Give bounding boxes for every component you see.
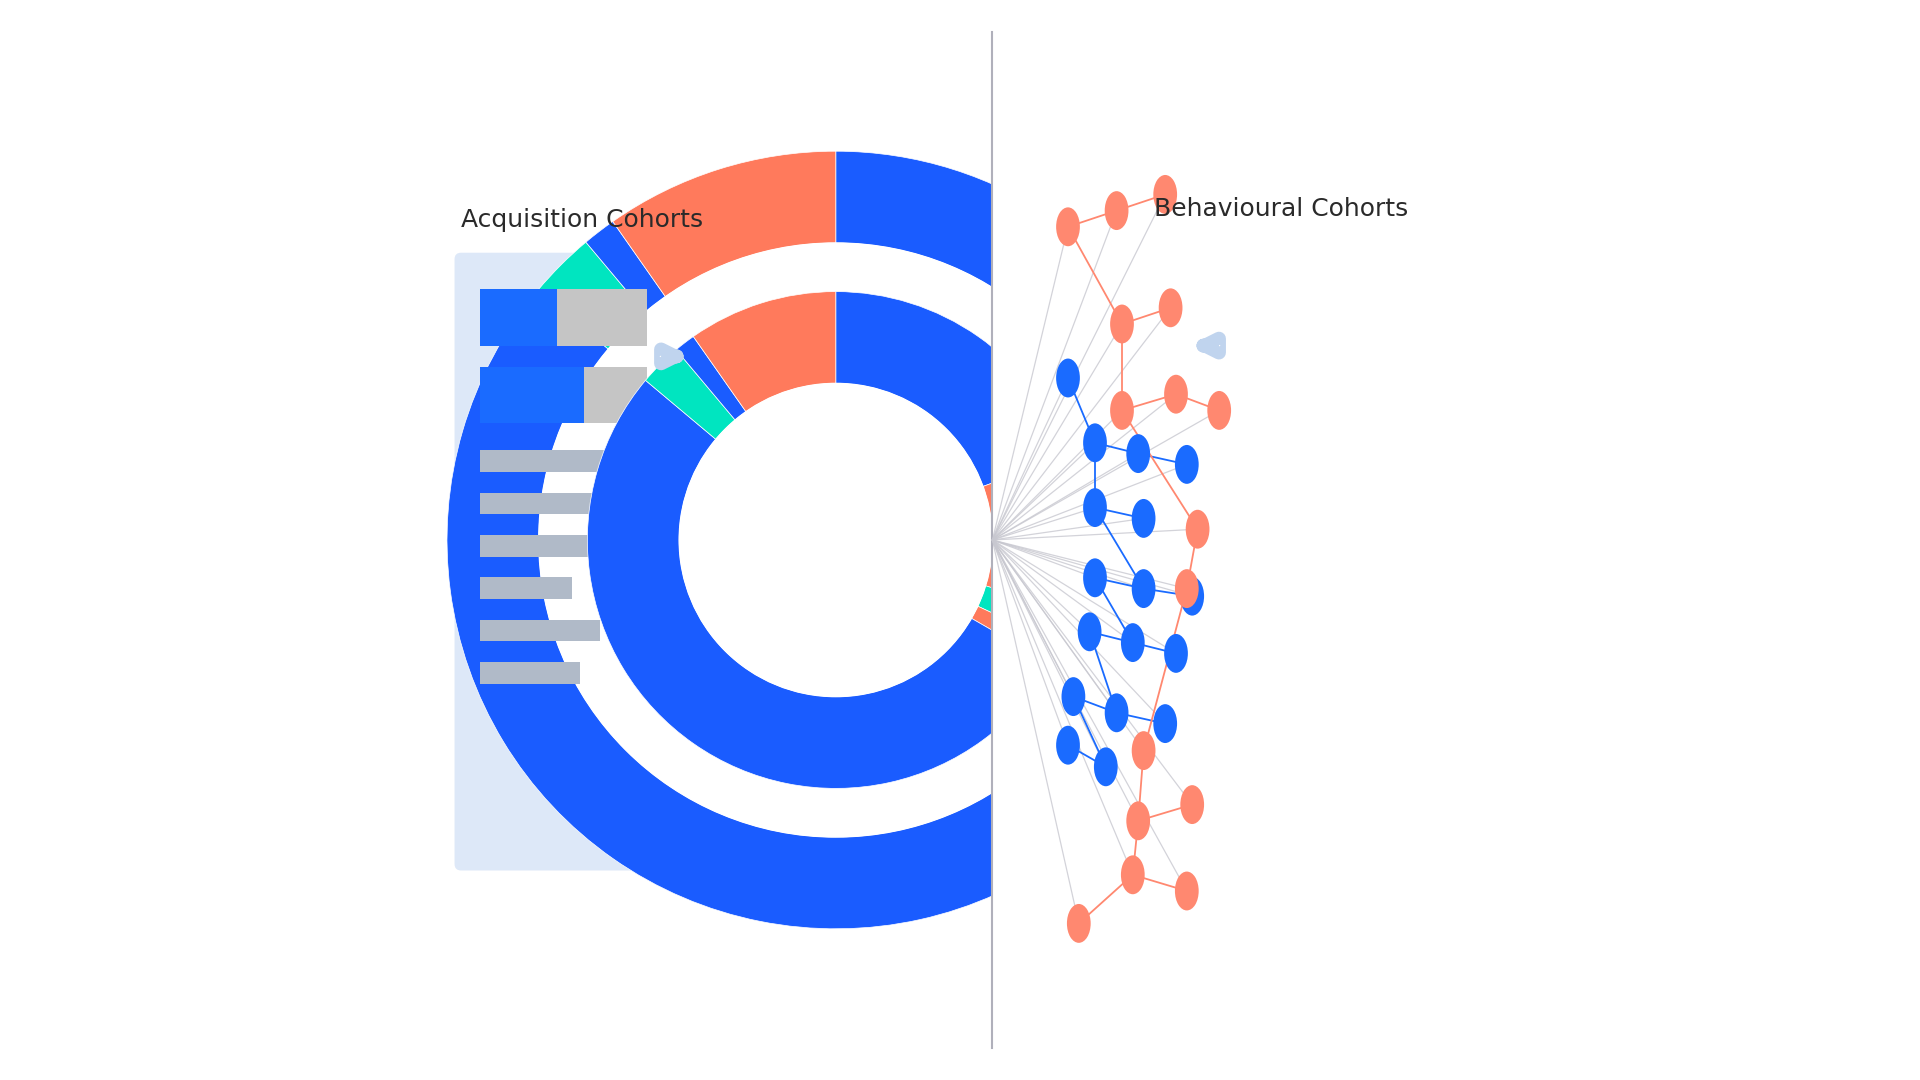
Bar <box>1233 279 1275 335</box>
Ellipse shape <box>1083 558 1106 597</box>
Bar <box>480 535 616 556</box>
Wedge shape <box>645 350 735 440</box>
Ellipse shape <box>1181 785 1204 824</box>
Bar <box>993 0 1500 1080</box>
Ellipse shape <box>1187 510 1210 549</box>
Bar <box>480 367 584 423</box>
Wedge shape <box>972 606 1062 664</box>
Wedge shape <box>1092 665 1188 734</box>
Wedge shape <box>835 292 1069 486</box>
Ellipse shape <box>1068 904 1091 943</box>
Bar <box>480 450 622 472</box>
Ellipse shape <box>1164 375 1188 414</box>
Text: Acquisition Cohorts: Acquisition Cohorts <box>461 208 703 232</box>
Bar <box>1233 567 1340 589</box>
Ellipse shape <box>1164 634 1188 673</box>
Wedge shape <box>977 585 1073 645</box>
Ellipse shape <box>1154 704 1177 743</box>
Ellipse shape <box>1127 434 1150 473</box>
Bar <box>480 289 557 346</box>
Wedge shape <box>645 350 735 440</box>
Ellipse shape <box>1056 207 1079 246</box>
Wedge shape <box>693 292 835 411</box>
Ellipse shape <box>1104 191 1129 230</box>
Ellipse shape <box>1175 872 1198 910</box>
Ellipse shape <box>1062 677 1085 716</box>
FancyBboxPatch shape <box>455 253 672 870</box>
Wedge shape <box>835 151 1202 438</box>
Wedge shape <box>983 455 1085 612</box>
Wedge shape <box>1116 407 1225 653</box>
Wedge shape <box>676 337 747 420</box>
Ellipse shape <box>1127 801 1150 840</box>
Ellipse shape <box>1110 305 1135 343</box>
Ellipse shape <box>1121 855 1144 894</box>
Bar <box>1233 524 1392 545</box>
Bar <box>480 578 572 599</box>
Ellipse shape <box>1181 577 1204 616</box>
Ellipse shape <box>1056 359 1079 397</box>
Ellipse shape <box>1094 747 1117 786</box>
Wedge shape <box>693 292 835 411</box>
Wedge shape <box>586 221 666 312</box>
Bar <box>1233 609 1373 631</box>
Ellipse shape <box>1175 569 1198 608</box>
Ellipse shape <box>1154 175 1177 214</box>
Text: Behavioural Cohorts: Behavioural Cohorts <box>1154 198 1409 221</box>
Ellipse shape <box>1175 445 1198 484</box>
Circle shape <box>540 243 1133 837</box>
Wedge shape <box>835 292 1069 486</box>
Ellipse shape <box>1110 391 1135 430</box>
Wedge shape <box>588 380 1050 788</box>
Bar <box>1233 482 1369 503</box>
Ellipse shape <box>1077 612 1102 651</box>
Ellipse shape <box>1104 693 1129 732</box>
Ellipse shape <box>1131 569 1156 608</box>
Bar <box>1275 279 1427 335</box>
Bar <box>480 620 601 642</box>
Wedge shape <box>447 291 1173 929</box>
Wedge shape <box>676 337 747 420</box>
Bar <box>584 367 647 423</box>
Wedge shape <box>588 380 1050 788</box>
Ellipse shape <box>1131 731 1156 770</box>
Wedge shape <box>612 151 835 297</box>
Wedge shape <box>1106 626 1208 704</box>
Ellipse shape <box>1121 623 1144 662</box>
Wedge shape <box>972 606 1062 664</box>
Bar <box>1233 356 1354 413</box>
Ellipse shape <box>1083 488 1106 527</box>
Ellipse shape <box>1158 288 1183 327</box>
FancyBboxPatch shape <box>1208 242 1452 795</box>
Bar <box>1354 356 1427 413</box>
Bar <box>1233 440 1398 461</box>
Wedge shape <box>983 455 1085 612</box>
Bar <box>557 289 647 346</box>
Ellipse shape <box>1208 391 1231 430</box>
Bar <box>480 662 580 684</box>
Ellipse shape <box>1131 499 1156 538</box>
Bar <box>480 492 597 514</box>
Wedge shape <box>538 242 645 349</box>
Ellipse shape <box>1056 726 1079 765</box>
Circle shape <box>680 383 993 697</box>
Ellipse shape <box>1083 423 1106 462</box>
Wedge shape <box>977 585 1073 645</box>
